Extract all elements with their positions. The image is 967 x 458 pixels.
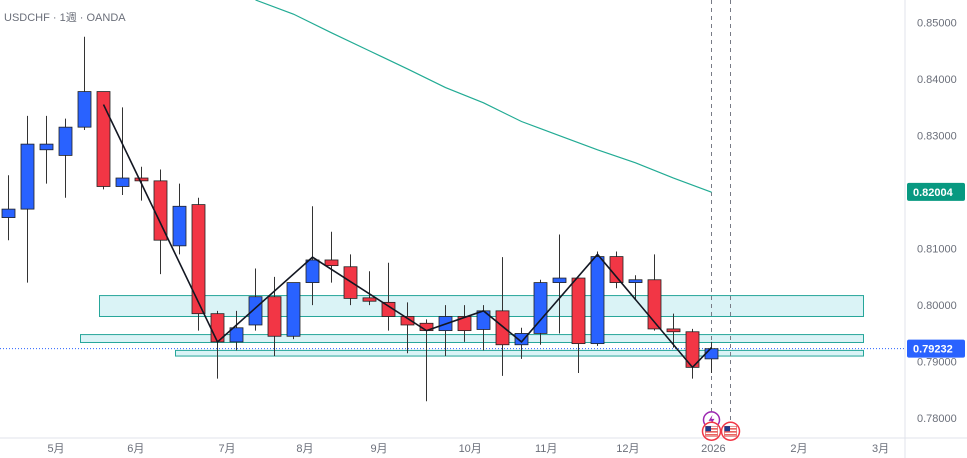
ma-price-badge xyxy=(907,182,965,201)
candle-body-15 xyxy=(286,282,301,337)
us-flag-stripe-1-1 xyxy=(705,431,718,433)
x-tick-label: 2月 xyxy=(790,443,807,455)
candle-body-37 xyxy=(704,348,719,360)
us-flag-canton-2 xyxy=(724,426,730,432)
candle-body-32 xyxy=(609,256,624,283)
candle-body-4 xyxy=(77,91,92,128)
moving-average-line xyxy=(255,0,712,193)
x-tick-label: 7月 xyxy=(218,443,235,455)
y-tick-label: 0.84000 xyxy=(917,74,957,86)
y-tick-label: 0.81000 xyxy=(917,244,957,256)
zigzag-line xyxy=(102,104,713,369)
us-flag-stripe-2-0 xyxy=(724,428,737,430)
x-tick-label: 11月 xyxy=(535,443,557,455)
candle-body-2 xyxy=(39,143,54,151)
us-flag-canton-1 xyxy=(705,426,711,432)
candle-body-5 xyxy=(96,91,111,187)
candle-body-14 xyxy=(267,296,282,337)
candle-body-1 xyxy=(20,143,35,210)
last-price-badge-text: 0.79232 xyxy=(913,344,953,356)
candle-body-27 xyxy=(514,333,529,346)
candle-body-24 xyxy=(457,316,472,332)
candle-body-17 xyxy=(324,259,339,267)
candle-body-7 xyxy=(134,177,149,182)
x-tick-label: 9月 xyxy=(370,443,387,455)
x-tick-label: 10月 xyxy=(459,443,482,455)
candle-body-6 xyxy=(115,177,130,187)
y-tick-label: 0.85000 xyxy=(917,18,957,30)
x-tick-label: 2026 xyxy=(701,443,725,455)
candle-body-34 xyxy=(647,279,662,330)
us-flag-stripe-2-1 xyxy=(724,431,737,433)
x-tick-label: 6月 xyxy=(127,443,144,455)
us-flag-stripe-1-2 xyxy=(705,434,718,436)
candle-body-3 xyxy=(58,126,73,156)
candle-body-9 xyxy=(172,205,187,247)
chart-symbol-title: USDCHF · 1週 · OANDA xyxy=(4,12,126,24)
candle-body-33 xyxy=(628,279,643,283)
candle-body-30 xyxy=(571,277,586,345)
x-tick-label: 8月 xyxy=(296,443,313,455)
lightning-icon xyxy=(708,414,715,425)
y-tick-label: 0.83000 xyxy=(917,131,957,143)
candle-body-10 xyxy=(191,204,206,315)
y-tick-label: 0.78000 xyxy=(917,413,957,425)
us-flag-stripe-1-0 xyxy=(705,428,718,430)
last-price-badge xyxy=(907,339,965,358)
candle-body-19 xyxy=(362,297,377,302)
candle-body-26 xyxy=(495,310,510,346)
y-tick-label: 0.79000 xyxy=(917,357,957,369)
support-zone-1[interactable] xyxy=(80,334,864,343)
support-zone-2[interactable] xyxy=(175,349,864,357)
candle-body-29 xyxy=(552,277,567,283)
y-tick-label: 0.80000 xyxy=(917,300,957,312)
candle-body-35 xyxy=(666,328,681,333)
candle-body-0 xyxy=(1,208,16,218)
candle-body-31 xyxy=(590,256,605,345)
candle-body-12 xyxy=(229,327,244,343)
x-tick-label: 12月 xyxy=(616,443,639,455)
us-flag-stripe-2-2 xyxy=(724,434,737,436)
candle-body-16 xyxy=(305,259,320,283)
ma-price-badge-text: 0.82004 xyxy=(913,187,954,199)
x-tick-label: 5月 xyxy=(47,443,64,455)
x-tick-label: 3月 xyxy=(872,443,889,455)
candle-body-13 xyxy=(248,296,263,326)
candle-body-28 xyxy=(533,282,548,334)
candle-body-21 xyxy=(400,316,415,326)
